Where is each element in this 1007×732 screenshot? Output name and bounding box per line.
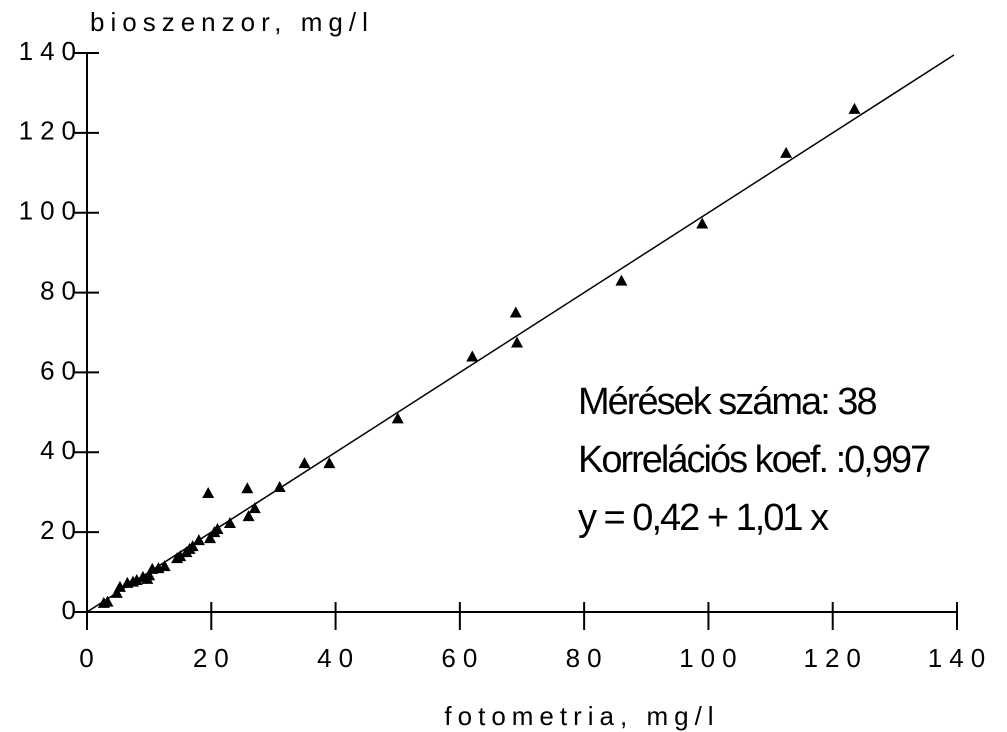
point (192, 534, 205, 546)
point (509, 306, 522, 318)
point (223, 516, 236, 528)
y-tick-label: 20 (40, 515, 83, 545)
point (204, 532, 217, 544)
point (848, 102, 861, 114)
point (186, 540, 199, 552)
y-axis-label: bioszenzor, mg/l (90, 7, 374, 37)
point (242, 510, 255, 522)
point (113, 580, 126, 592)
point (391, 412, 404, 424)
point (511, 336, 524, 348)
y-tick-label: 80 (40, 275, 83, 305)
point (110, 586, 123, 598)
point (130, 574, 143, 586)
point (323, 457, 336, 469)
y-tick-label: 120 (19, 116, 83, 146)
y-tick-label: 60 (40, 355, 83, 385)
point (298, 457, 311, 469)
point (248, 502, 261, 514)
point (143, 569, 156, 581)
y-tick-label: 40 (40, 435, 83, 465)
point (202, 487, 215, 499)
x-tick-label: 60 (441, 643, 484, 673)
point (780, 146, 793, 158)
x-tick-label: 40 (317, 643, 360, 673)
point (466, 350, 479, 362)
x-tick-label: 0 (79, 643, 100, 673)
x-tick-label: 140 (928, 643, 992, 673)
point (615, 274, 628, 286)
point (211, 522, 224, 534)
x-tick-label: 100 (679, 643, 743, 673)
annotation: y = 0,42 + 1,01 x (578, 497, 829, 539)
x-tick-label: 80 (566, 643, 609, 673)
x-tick-label: 20 (193, 643, 236, 673)
fit-line (86, 54, 955, 613)
y-tick-label: 100 (19, 196, 83, 226)
y-tick-label: 0 (62, 595, 83, 625)
annotation: Mérések száma: 38 (578, 381, 876, 423)
point (174, 550, 187, 562)
x-axis-label: fotometria, mg/l (444, 701, 719, 731)
point (696, 217, 709, 229)
annotation: Korrelációs koef. :0,997 (578, 439, 930, 481)
point (101, 595, 114, 607)
point (158, 560, 171, 572)
x-tick-label: 120 (804, 643, 868, 673)
y-tick-label: 140 (19, 36, 83, 66)
point (273, 481, 286, 493)
point (241, 482, 254, 494)
